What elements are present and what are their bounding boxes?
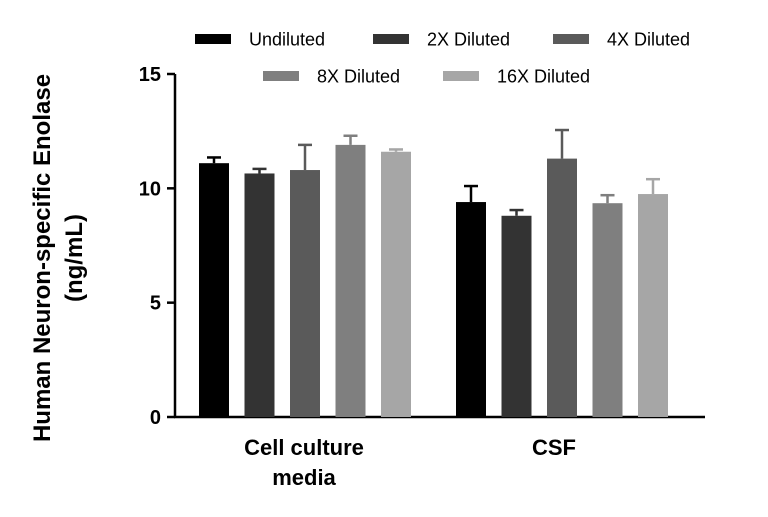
legend-swatch [263,71,299,81]
x-category-label: CSF [532,435,576,460]
legend-label: 8X Diluted [317,67,400,87]
bar-4x-diluted-0 [290,170,320,417]
legend-swatch [443,71,479,81]
legend-swatch [195,34,231,44]
legend-item-8x-diluted: 8X Diluted [263,67,400,87]
bar-2x-diluted-1 [501,215,532,417]
legend-item-undiluted: Undiluted [195,30,325,50]
bar-16x-diluted-0 [381,151,411,417]
bar-undiluted-1 [456,202,486,417]
bar-undiluted-0 [199,163,229,417]
x-category-label: media [272,465,336,490]
legend: Undiluted 2X Diluted 4X Diluted 8X Diluted 1… [195,30,690,87]
legend-swatch [373,34,409,44]
y-tick-label: 5 [150,293,161,315]
legend-label: 16X Diluted [497,67,590,87]
bar-8x-diluted-0 [335,144,366,418]
y-tick-label: 15 [139,64,161,86]
legend-item-4x-diluted: 4X Diluted [553,30,690,50]
legend-label: 4X Diluted [607,30,690,50]
legend-item-2x-diluted: 2X Diluted [373,30,510,50]
legend-swatch [553,34,589,44]
bar-2x-diluted-0 [244,173,275,417]
y-axis-label-line: (ng/mL) [61,214,88,302]
bar-8x-diluted-1 [592,203,623,417]
y-tick-label: 10 [139,178,161,200]
legend-label: 2X Diluted [427,30,510,50]
y-tick-label: 0 [150,407,161,429]
legend-label: Undiluted [249,30,325,50]
x-category-label: Cell culture [244,435,364,460]
bar-4x-diluted-1 [547,158,577,417]
legend-item-16x-diluted: 16X Diluted [443,67,590,87]
bars [199,128,668,418]
y-axis-label: Human Neuron-specific Enolase (ng/mL) [29,74,88,442]
x-axis-categories: Cell culture media CSF [244,435,576,490]
bar-16x-diluted-1 [638,194,668,417]
y-axis-label-line: Human Neuron-specific Enolase [29,74,56,442]
